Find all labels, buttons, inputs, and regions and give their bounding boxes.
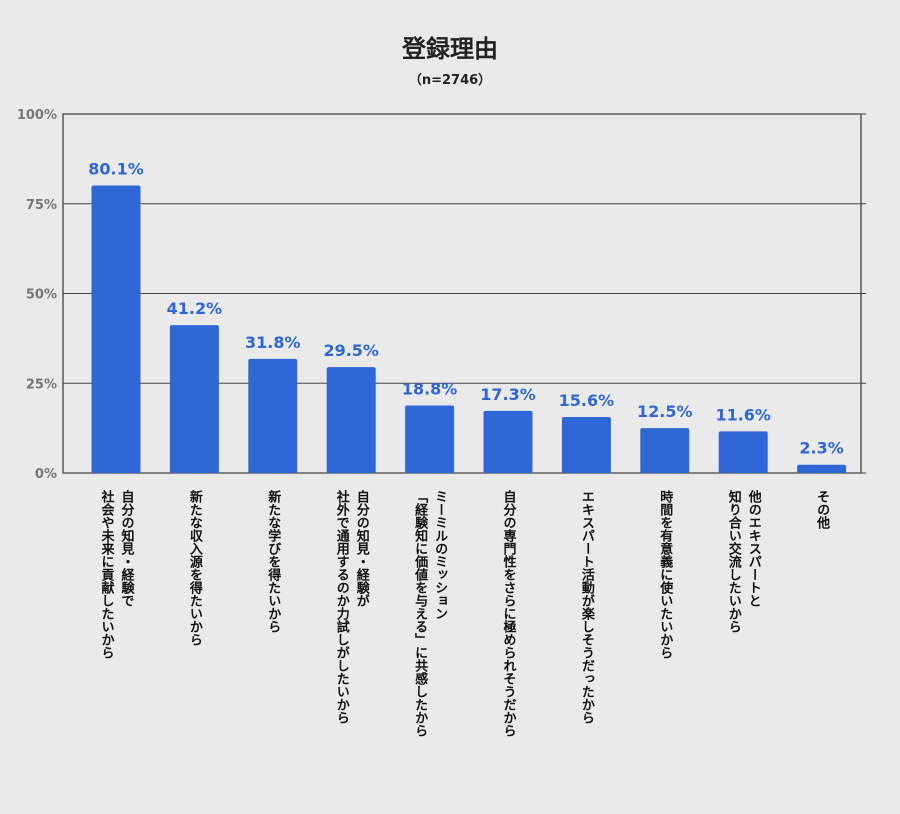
x-category-label: ミーミルのミッション [432, 490, 448, 620]
bar [797, 464, 847, 473]
x-category-label: 新たな学びを得たいから [265, 489, 282, 633]
data-label: 41.2% [167, 299, 223, 318]
x-category-label: 自分の専門性をさらに極められそうだから [501, 489, 518, 737]
y-tick-label: 0% [35, 467, 57, 482]
x-category-label: 知り合い交流したいから [726, 489, 742, 633]
data-label: 29.5% [323, 341, 379, 360]
bar [326, 367, 376, 473]
data-label: 11.6% [715, 405, 771, 424]
bar [405, 405, 455, 473]
x-category-label: 新たな収入源を得たいから [187, 489, 204, 646]
bar [640, 428, 690, 473]
bar [91, 185, 141, 474]
x-category-label: 自分の知見・経験で [119, 489, 136, 607]
bar [169, 325, 219, 473]
data-label: 2.3% [799, 439, 843, 458]
x-category-label: 時間を有意義に使いたいから [657, 489, 674, 659]
bar [718, 431, 768, 473]
data-label: 31.8% [245, 333, 301, 352]
x-category-label: 社会や未来に貢献したいから [99, 489, 116, 659]
x-category-label: 「経験知に価値を与える」に共感したから [412, 490, 429, 737]
y-tick-label: 100% [17, 108, 57, 123]
chart-title: 登録理由 [401, 35, 498, 63]
bar [248, 358, 298, 473]
data-label: 12.5% [637, 402, 693, 421]
bar [483, 410, 533, 473]
data-label: 15.6% [559, 391, 615, 410]
bar [561, 416, 611, 473]
y-tick-label: 50% [26, 288, 57, 303]
data-label: 80.1% [88, 159, 144, 178]
y-tick-label: 75% [26, 198, 57, 213]
x-category-label: 社外で通用するのか力試しがしたいから [334, 489, 351, 724]
y-tick-label: 25% [26, 377, 57, 392]
chart-subtitle: （n=2746） [409, 72, 491, 88]
x-category-label: 他のエキスパートと [746, 489, 763, 607]
data-label: 17.3% [480, 385, 536, 404]
x-category-label: 自分の知見・経験が [354, 489, 371, 607]
x-category-label: エキスパート活動が楽しそうだったから [579, 490, 596, 724]
x-category-label: その他 [814, 490, 831, 530]
data-label: 18.8% [402, 380, 458, 399]
